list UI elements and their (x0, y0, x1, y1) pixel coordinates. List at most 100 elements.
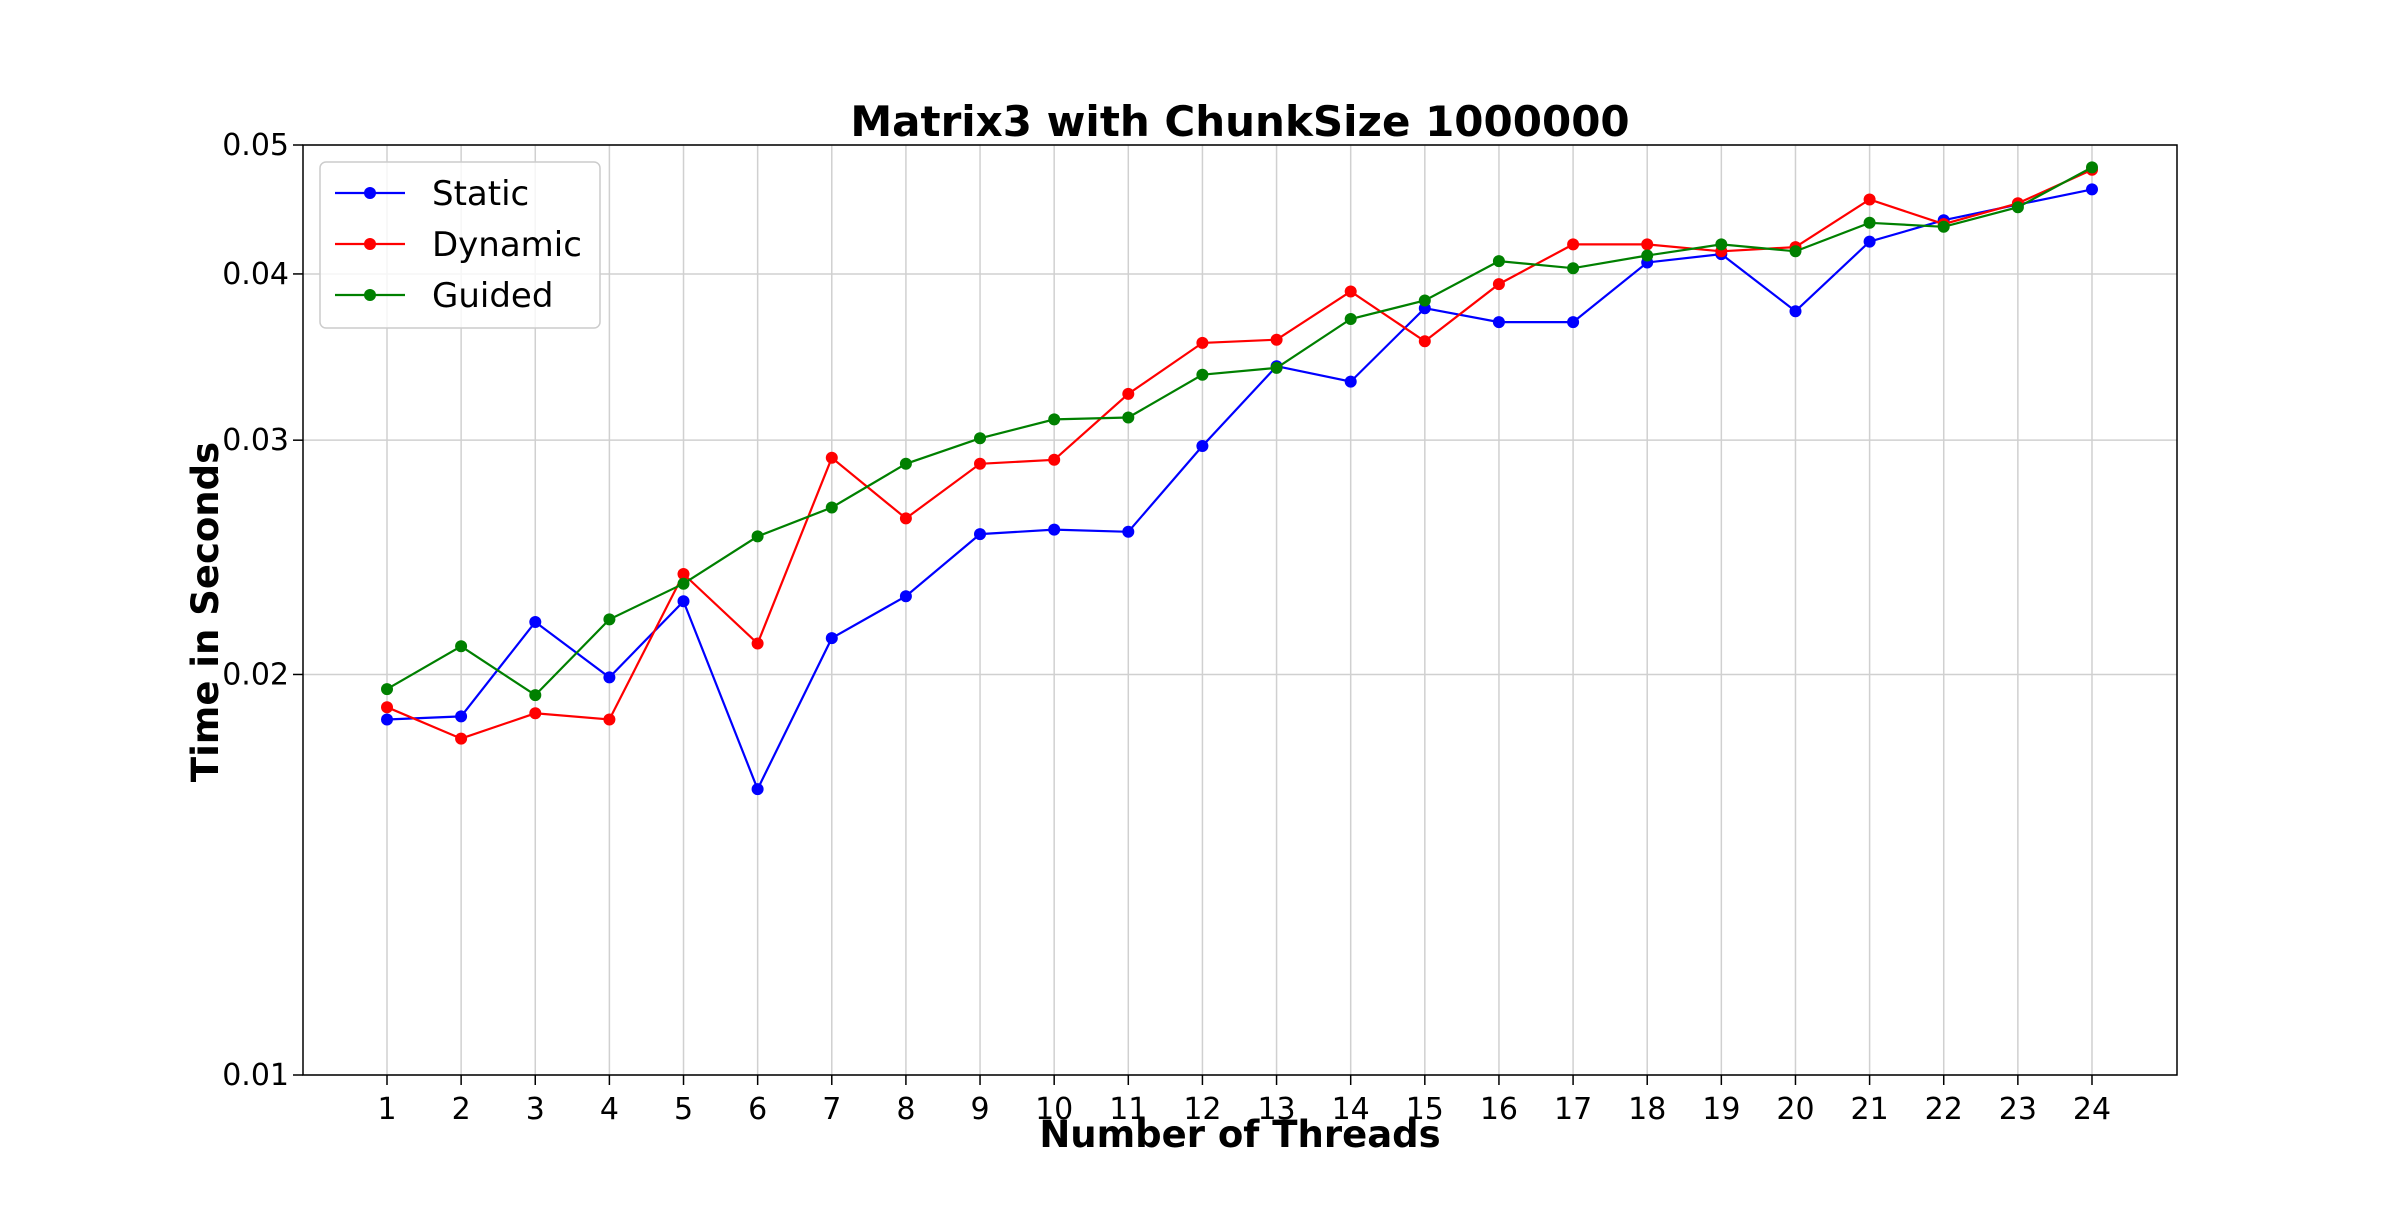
guided-point (1122, 411, 1135, 424)
guided-point (1863, 216, 1876, 229)
chart-title: Matrix3 with ChunkSize 1000000 (850, 97, 1629, 146)
static-point (1492, 316, 1505, 329)
x-tick-label: 16 (1480, 1092, 1518, 1127)
series-guided (381, 161, 2098, 702)
x-tick-label: 17 (1554, 1092, 1592, 1127)
guided-point (1048, 413, 1061, 426)
x-tick-label: 19 (1702, 1092, 1740, 1127)
dynamic-point (1048, 453, 1061, 466)
x-tick-label: 10 (1035, 1092, 1073, 1127)
guided-point (751, 530, 764, 543)
dynamic-point (899, 512, 912, 525)
dynamic-point (825, 451, 838, 464)
x-tick-label: 8 (896, 1092, 915, 1127)
static-point (1122, 525, 1135, 538)
legend-box (319, 161, 601, 329)
x-tick-label: 22 (1925, 1092, 1963, 1127)
y-tick-label: 0.03 (222, 423, 289, 458)
legend-marker-guided (364, 289, 376, 301)
guided-point (825, 501, 838, 514)
dynamic-point (1196, 336, 1209, 349)
plot-frame (302, 144, 2178, 1076)
static-point (677, 595, 690, 608)
x-axis-label: Number of Threads (1039, 1113, 1440, 1156)
guided-point (603, 613, 616, 626)
guided-point (1344, 313, 1357, 325)
dynamic-point (1344, 285, 1357, 298)
dynamic-point (1418, 335, 1431, 348)
dynamic-point (1641, 238, 1654, 251)
static-point (455, 710, 468, 723)
x-tick-label: 3 (526, 1092, 545, 1127)
static-point (1863, 235, 1876, 248)
dynamic-point (677, 568, 690, 580)
x-tick-label: 7 (822, 1092, 841, 1127)
x-tick-label: 21 (1851, 1092, 1889, 1127)
series-static (381, 183, 2098, 796)
static-point (2086, 183, 2098, 196)
dynamic-line (386, 168, 2093, 740)
x-tick-label: 13 (1257, 1092, 1295, 1127)
static-point (1048, 523, 1061, 536)
x-tick-label: 4 (600, 1092, 619, 1127)
x-tick-label: 11 (1109, 1092, 1147, 1127)
dynamic-point (529, 707, 542, 720)
x-tick-label: 23 (1999, 1092, 2037, 1127)
x-tick-label: 9 (970, 1092, 989, 1127)
guided-point (455, 640, 468, 653)
x-tick-label: 24 (2073, 1092, 2111, 1127)
guided-point (2086, 161, 2098, 174)
x-tick-label: 20 (1776, 1092, 1814, 1127)
dynamic-point (381, 701, 393, 714)
static-point (1344, 375, 1357, 388)
series-group (381, 161, 2098, 796)
static-point (603, 671, 616, 684)
guided-point (1492, 255, 1505, 268)
y-axis-label: Time in Seconds (184, 442, 227, 782)
guided-point (1715, 238, 1728, 251)
guided-point (1789, 245, 1802, 258)
legend-label-dynamic: Dynamic (432, 225, 582, 265)
dynamic-point (1567, 238, 1580, 251)
static-point (1196, 440, 1209, 452)
guided-point (1641, 249, 1654, 262)
static-line (386, 188, 2093, 792)
dynamic-point (603, 713, 616, 726)
static-point (974, 528, 986, 541)
legend-marker-dynamic (364, 238, 376, 250)
guided-point (2011, 201, 2024, 214)
guided-point (1196, 368, 1209, 381)
guided-point (1270, 361, 1283, 374)
dynamic-point (1270, 333, 1283, 346)
static-point (529, 616, 542, 628)
static-point (1789, 305, 1802, 318)
guided-point (974, 432, 986, 445)
dynamic-point (455, 732, 468, 745)
x-tick-label: 2 (452, 1092, 471, 1127)
x-tick-label: 14 (1332, 1092, 1370, 1127)
axis-ticks: 1 2 3 4 5 6 7 8 9 10 11 12 13 14 15 16 17 18 19 20 21 22 23 240… (222, 128, 2111, 1127)
static-point (1567, 316, 1580, 329)
dynamic-point (751, 637, 764, 650)
x-tick-label: 18 (1628, 1092, 1666, 1127)
y-tick-label: 0.04 (222, 257, 289, 292)
dynamic-point (1863, 193, 1876, 206)
x-tick-label: 6 (748, 1092, 767, 1127)
legend-marker-static (364, 187, 376, 199)
guided-point (677, 577, 690, 590)
guided-point (1418, 294, 1431, 307)
y-tick-label: 0.05 (222, 128, 289, 163)
static-point (825, 632, 838, 645)
static-point (899, 590, 912, 603)
y-tick-label: 0.02 (222, 657, 289, 692)
guided-point (381, 683, 393, 696)
dynamic-point (1492, 278, 1505, 291)
y-tick-label: 0.01 (222, 1058, 289, 1093)
series-dynamic (381, 163, 2098, 745)
guided-point (1567, 262, 1580, 275)
x-tick-label: 5 (674, 1092, 693, 1127)
x-tick-label: 1 (377, 1092, 396, 1127)
x-tick-label: 12 (1183, 1092, 1221, 1127)
